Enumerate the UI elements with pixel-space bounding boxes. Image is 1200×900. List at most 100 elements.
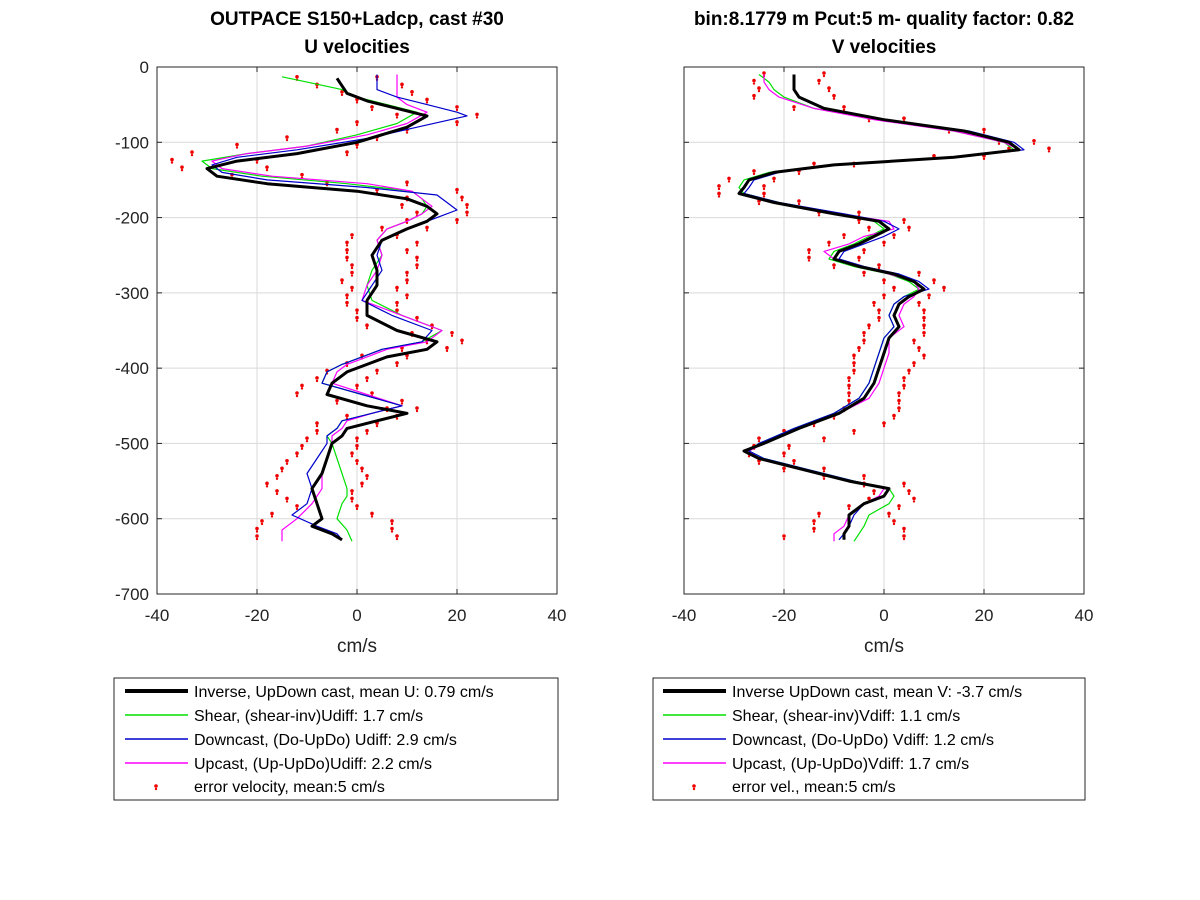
- u-legend[interactable]: Inverse, UpDown cast, mean U: 0.79 cm/s …: [113, 677, 559, 801]
- v-legend-label-upcast: Upcast, (Up-UpDo)Vdiff: 1.7 cm/s: [732, 756, 969, 773]
- v-error-velocity-point: [892, 519, 896, 526]
- u-error-velocity-point: [345, 293, 349, 300]
- v-error-velocity-point: [717, 184, 721, 191]
- v-error-velocity-point: [762, 191, 766, 198]
- u-error-velocity-point: [355, 436, 359, 443]
- v-error-velocity-point: [817, 511, 821, 518]
- v-error-velocity-point: [752, 93, 756, 100]
- u-error-velocity-point: [415, 240, 419, 247]
- v-error-velocity-point: [882, 240, 886, 247]
- u-error-velocity-point: [395, 112, 399, 119]
- u-error-velocity-point: [345, 248, 349, 255]
- v-error-velocity-point: [867, 225, 871, 232]
- u-error-velocity-point: [350, 263, 354, 270]
- v-error-velocity-point: [812, 526, 816, 533]
- v-error-velocity-point: [727, 176, 731, 183]
- u-error-velocity-point: [390, 519, 394, 526]
- v-legend-label-error: error vel., mean:5 cm/s: [732, 779, 896, 796]
- u-error-velocity-point: [445, 346, 449, 353]
- v-error-velocity-point: [897, 398, 901, 405]
- v-legend[interactable]: Inverse UpDown cast, mean V: -3.7 cm/s S…: [652, 677, 1086, 801]
- u-y-tick-label: -400: [115, 359, 149, 378]
- v-ticks: -40 -20 0 20 40: [672, 66, 1094, 625]
- v-error-velocity-point: [752, 169, 756, 176]
- u-chart-subtitle: U velocities: [304, 37, 410, 58]
- u-error-velocity-point: [280, 466, 284, 473]
- u-error-velocity-point: [350, 496, 354, 503]
- v-x-tick-label: 40: [1075, 606, 1094, 625]
- v-error-velocity-point: [902, 383, 906, 390]
- v-error-velocity-point: [882, 421, 886, 428]
- u-error-velocity-point: [405, 248, 409, 255]
- v-error-velocity-point: [792, 105, 796, 112]
- u-error-velocity-point: [425, 225, 429, 232]
- v-error-velocity-point: [842, 233, 846, 240]
- u-error-velocity-point: [450, 330, 454, 337]
- u-error-velocity-point: [355, 504, 359, 511]
- v-error-velocity-point: [797, 199, 801, 206]
- v-error-velocity-point: [872, 489, 876, 496]
- v-legend-label-inverse: Inverse UpDown cast, mean V: -3.7 cm/s: [732, 684, 1022, 701]
- v-x-tick-label: -20: [772, 606, 797, 625]
- u-error-velocity-point: [300, 383, 304, 390]
- v-error-velocity-point: [897, 391, 901, 398]
- v-error-velocity-point: [927, 293, 931, 300]
- u-x-tick-label: 20: [448, 606, 467, 625]
- u-error-velocity-point: [315, 376, 319, 383]
- u-error-velocity-point: [395, 361, 399, 368]
- u-error-velocity-point: [460, 338, 464, 345]
- v-error-velocity-point: [852, 368, 856, 375]
- v-error-velocity-point: [917, 346, 921, 353]
- u-error-velocity-point: [415, 406, 419, 413]
- u-error-velocity-point: [395, 300, 399, 307]
- u-x-tick-label: 40: [548, 606, 567, 625]
- v-error-velocity-point: [717, 191, 721, 198]
- u-legend-swatch-error: [154, 784, 158, 791]
- v-chart-subtitle: V velocities: [832, 37, 937, 58]
- u-error-velocity-point: [370, 105, 374, 112]
- v-error-velocity-point: [782, 451, 786, 458]
- u-error-velocity-point: [180, 165, 184, 172]
- v-error-velocity-point: [932, 278, 936, 285]
- v-error-velocity-point: [982, 127, 986, 134]
- v-error-velocity-point: [1047, 146, 1051, 153]
- u-error-velocity-point: [270, 511, 274, 518]
- v-error-velocity-point: [872, 300, 876, 307]
- v-error-velocity-point: [882, 293, 886, 300]
- u-legend-label-shear: Shear, (shear-inv)Udiff: 1.7 cm/s: [194, 708, 423, 725]
- u-ticks: -40 -20 0 20 400-100-200-300-400-500-600-700: [115, 58, 566, 625]
- u-error-velocity-point: [400, 202, 404, 209]
- v-error-velocity-point: [942, 285, 946, 292]
- v-error-velocity-point: [832, 93, 836, 100]
- u-error-velocity-point: [350, 233, 354, 240]
- u-inverse-profile-line: [205, 77, 439, 542]
- u-error-velocity-point: [305, 436, 309, 443]
- v-error-velocity-point: [917, 270, 921, 277]
- u-error-velocity-point: [340, 90, 344, 97]
- v-error-velocity-point: [912, 496, 916, 503]
- v-error-velocity-point: [892, 233, 896, 240]
- v-error-velocity-point: [877, 315, 881, 322]
- u-y-tick-label: -100: [115, 133, 149, 152]
- v-error-velocity-point: [902, 481, 906, 488]
- v-error-velocity-point: [762, 184, 766, 191]
- u-error-velocity-point: [475, 112, 479, 119]
- v-error-velocity-point: [817, 78, 821, 85]
- v-error-velocity-point: [912, 361, 916, 368]
- u-error-velocity-point: [390, 526, 394, 533]
- v-error-velocity-point: [852, 353, 856, 360]
- u-legend-label-upcast: Upcast, (Up-UpDo)Udiff: 2.2 cm/s: [194, 756, 432, 773]
- u-x-tick-label: -40: [145, 606, 170, 625]
- u-series-group: [170, 74, 479, 542]
- u-error-velocity-point: [285, 135, 289, 142]
- u-error-velocity-point: [410, 90, 414, 97]
- u-error-velocity-point: [170, 157, 174, 164]
- v-error-velocity-point: [847, 504, 851, 511]
- v-error-velocity-point: [812, 519, 816, 526]
- v-error-velocity-point: [842, 105, 846, 112]
- v-error-velocity-point: [862, 330, 866, 337]
- u-error-velocity-point: [275, 489, 279, 496]
- u-x-axis-label: cm/s: [337, 636, 377, 657]
- u-error-velocity-point: [415, 255, 419, 262]
